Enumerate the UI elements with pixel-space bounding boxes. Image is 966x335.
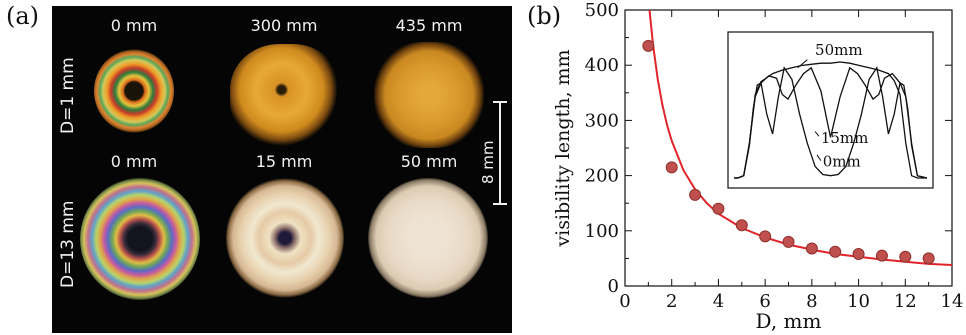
data-point: [712, 202, 725, 215]
visibility-chart: 0 2 4 6 8 10 12 14 0 100 200 300 400 500 D, mm visib…: [552, 0, 963, 333]
inset-label: 15mm: [821, 129, 869, 147]
y-tick-label: 500: [585, 0, 619, 21]
row-label-d13: D=13 mm: [58, 200, 78, 289]
inset-label: 50mm: [815, 41, 863, 59]
x-tick-label: 6: [759, 291, 770, 312]
data-point: [782, 235, 795, 248]
beam-spot-d13-50mm: [368, 178, 488, 298]
x-tick-label: 10: [847, 291, 870, 312]
y-tick-label: 200: [585, 166, 619, 187]
data-points: [642, 39, 935, 265]
y-axis-label: visibility length, mm: [552, 49, 574, 247]
photo-label-r1c2: 300 mm: [250, 16, 318, 35]
data-point: [735, 219, 748, 232]
photo-panel: 0 mm 300 mm 435 mm 0 mm 15 mm 50 mm D=1 …: [52, 6, 512, 333]
data-point: [899, 250, 912, 263]
beam-spot-d1-300mm: [230, 44, 342, 148]
y-tick-label: 100: [585, 221, 619, 242]
inset-label: 0mm: [823, 152, 861, 170]
photo-label-r1c1: 0 mm: [110, 16, 158, 35]
beam-spot-d13-15mm: [226, 178, 344, 298]
data-point: [689, 188, 702, 201]
beam-spot-d1-0mm: [94, 49, 174, 133]
inset-labels: 50mm 15mm 0mm: [797, 41, 869, 170]
panel-b-tag: (b): [527, 2, 562, 30]
x-axis-label: D, mm: [756, 309, 822, 333]
photo-label-r2c1: 0 mm: [110, 152, 158, 171]
scale-bar: [499, 101, 501, 205]
beam-spot-d1-435mm: [374, 42, 484, 148]
y-tick-label: 0: [608, 276, 619, 297]
x-tick-label: 12: [894, 291, 917, 312]
data-point: [805, 242, 818, 255]
scale-bar-label: 8 mm: [479, 140, 497, 184]
inset-label-leader: [814, 131, 820, 137]
data-point: [875, 249, 888, 262]
inset-label-leader: [797, 59, 808, 69]
photo-label-r2c3: 50 mm: [400, 152, 458, 171]
x-axis: 0 2 4 6 8 10 12 14: [619, 10, 963, 312]
data-point: [665, 161, 678, 174]
beam-spot-d13-0mm: [80, 178, 200, 300]
panel-a-tag: (a): [6, 2, 40, 30]
inset-profile-line: [734, 66, 928, 179]
data-point: [642, 39, 655, 52]
x-tick-label: 14: [941, 291, 964, 312]
photo-label-r1c3: 435 mm: [395, 16, 463, 35]
inset-profile-line: [734, 66, 928, 179]
x-tick-label: 4: [713, 291, 724, 312]
data-point: [922, 252, 935, 265]
photo-label-r2c2: 15 mm: [255, 152, 313, 171]
scale-bar-bottom-cap: [493, 203, 507, 205]
x-tick-label: 8: [806, 291, 817, 312]
inset-frame: [727, 31, 934, 189]
x-tick-label: 0: [619, 291, 630, 312]
y-axis: 0 100 200 300 400 500: [585, 0, 952, 297]
scale-bar-top-cap: [493, 101, 507, 103]
row-label-d1: D=1 mm: [58, 57, 78, 134]
data-point: [852, 247, 865, 260]
y-tick-label: 400: [585, 55, 619, 76]
inset-profiles: [734, 61, 928, 179]
data-point: [829, 245, 842, 258]
data-point: [759, 230, 772, 243]
y-tick-label: 300: [585, 110, 619, 131]
x-tick-label: 2: [666, 291, 677, 312]
inset-label-leader: [816, 154, 822, 161]
